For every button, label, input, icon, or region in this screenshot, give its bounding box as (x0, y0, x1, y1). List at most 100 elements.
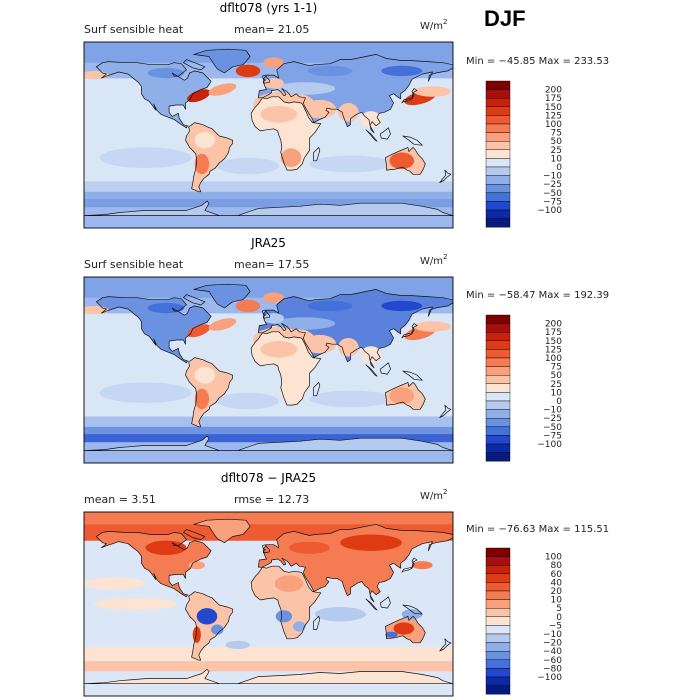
legend-tick-label: −40 (543, 647, 562, 657)
gulf-stream-hot (187, 324, 211, 338)
legend-tick-label: 0 (556, 613, 562, 623)
coastline-newGuinea (402, 370, 423, 381)
legend-tick-label: 10 (551, 154, 563, 164)
legend-tick-label: 50 (551, 371, 563, 381)
antarctica-diff (84, 669, 453, 684)
gulf-stream-hot (187, 89, 211, 103)
coastline-madagascar (313, 382, 321, 397)
coastline-northAmerica (95, 61, 212, 129)
legend-swatch (485, 400, 511, 410)
legend-tick-label: 125 (545, 345, 562, 355)
legend-tick-label: −25 (543, 180, 562, 190)
legend-swatch (485, 668, 511, 678)
north-america-diff (96, 531, 212, 597)
legend-swatch (485, 123, 511, 133)
steppe (273, 317, 336, 330)
chaco-warm (194, 388, 210, 410)
coastline-borneo (379, 596, 391, 609)
indian-diff (314, 607, 366, 622)
greenland-field (193, 49, 251, 73)
legend-swatch (485, 80, 511, 90)
left-label: Surf sensible heat (84, 258, 184, 271)
field-layer (84, 512, 453, 696)
siberia-cold (381, 300, 423, 312)
coastline-baffin (183, 529, 206, 540)
legend-tick-label: 10 (551, 388, 563, 398)
ocean-patch (217, 392, 279, 410)
coastline-indonesia (365, 129, 378, 142)
coastline-indonesia (365, 364, 378, 377)
panel-title: dflt078 − JRA25 (221, 471, 316, 485)
australia-cold-diff (385, 631, 398, 638)
west-siberia-cold (307, 65, 353, 77)
india-warm (338, 103, 359, 122)
south-america-diff (185, 591, 233, 661)
legend-tick-label: 200 (545, 86, 562, 96)
legend-swatch (485, 573, 511, 583)
canada-diff (145, 540, 187, 555)
greenland-diff (193, 519, 251, 543)
legend-tick-label: −100 (537, 206, 562, 216)
siberia-diff (340, 534, 402, 551)
gulf-stream-ext (208, 83, 237, 96)
legend-tick-label: −20 (543, 639, 562, 649)
legend-swatch (485, 158, 511, 168)
coastline-australia (385, 382, 426, 410)
legend-swatch (485, 452, 511, 462)
legend-tick-label: 75 (551, 363, 562, 373)
coastline-eurasia (257, 289, 453, 369)
ocean-patch (99, 382, 192, 404)
coastline-indonesia (365, 598, 378, 611)
antarctica-field (84, 436, 453, 451)
legend-tick-label: −50 (543, 423, 562, 433)
kuroshio-ext (414, 86, 451, 97)
field-layer (84, 277, 453, 463)
left-label: Surf sensible heat (84, 23, 184, 36)
russia-diff (289, 541, 330, 554)
legend-swatch (485, 375, 511, 385)
legend-swatch (485, 106, 511, 116)
minmax-text: Min = −58.47 Max = 192.39 (466, 290, 609, 301)
legend-tick-label: −75 (543, 431, 562, 441)
nordic-seas-hot (235, 64, 261, 78)
australia-hot-diff (393, 622, 415, 635)
coastline-australia (385, 147, 426, 175)
gulf-stream-ext (208, 318, 237, 331)
kalahari-warm (280, 148, 302, 167)
canada-cold (147, 67, 185, 79)
legend-tick-label: 10 (551, 596, 563, 606)
coastline-newZealand (439, 404, 452, 418)
legend-swatch (485, 642, 511, 652)
southafrica-diff (293, 621, 306, 632)
legend-swatch (485, 314, 511, 324)
legend-swatch (485, 392, 511, 402)
coastlines (84, 283, 453, 451)
coastline-australia (385, 615, 426, 644)
southern-diff-band-2 (84, 661, 453, 672)
coastline-borneo (379, 362, 391, 375)
panel-title: JRA25 (250, 236, 286, 250)
legend-swatch (485, 659, 511, 669)
unit-exponent: 2 (443, 488, 447, 496)
kuroshio-diff (412, 561, 433, 570)
coastline-southAmerica (185, 357, 233, 428)
field-layer (84, 42, 453, 228)
legend-swatch (485, 435, 511, 445)
map-frame (83, 276, 454, 464)
legend-tick-label: −75 (543, 197, 562, 207)
legend-tick-label: 150 (545, 337, 562, 347)
legend-swatch (485, 616, 511, 626)
legend-swatch (485, 97, 511, 107)
coastline-antarctica (84, 200, 453, 216)
ocean-patch (309, 390, 392, 408)
legend-swatch (485, 332, 511, 342)
legend-swatch (485, 175, 511, 185)
legend-swatch (485, 608, 511, 618)
siberia-cold (381, 65, 423, 77)
canada-cold (147, 302, 185, 314)
legend-tick-label: 20 (551, 587, 563, 597)
amazon-diff (196, 608, 218, 625)
legend-swatch (485, 599, 511, 609)
satlantic-diff (225, 640, 251, 650)
